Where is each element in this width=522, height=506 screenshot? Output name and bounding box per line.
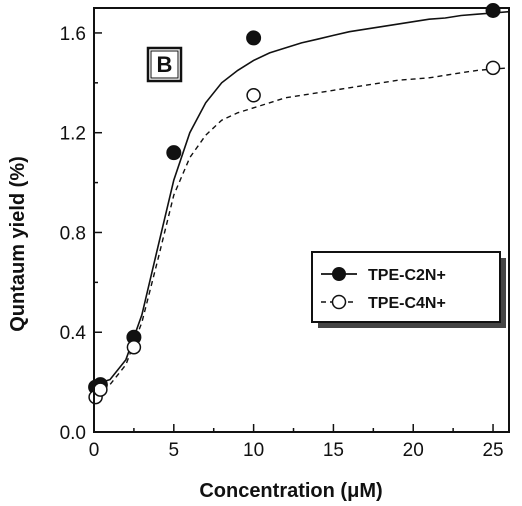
fit-line-tpe-c2n	[93, 10, 510, 386]
fit-lines	[93, 10, 510, 393]
x-tick-labels: 0 5 10 15 20 25	[89, 440, 504, 461]
legend: TPE-C2N+ TPE-C4N+	[311, 251, 506, 328]
data-point-filled	[485, 2, 501, 18]
y-tick-labels: 0.0 0.4 0.8 1.2 1.6	[60, 24, 87, 444]
data-point-open	[93, 382, 108, 397]
legend-item-tpe-c2n: TPE-C2N+	[321, 267, 446, 284]
y-tick-label: 0.0	[60, 423, 86, 444]
data-point-filled	[246, 30, 262, 46]
legend-marker-filled-circle	[332, 267, 346, 281]
y-tick-label: 0.8	[60, 223, 86, 244]
x-tick-label: 25	[482, 440, 503, 461]
x-tick-label: 15	[323, 440, 344, 461]
data-point-open	[485, 60, 501, 76]
x-tick-label: 5	[169, 440, 180, 461]
fit-line-tpe-c4n	[93, 67, 510, 393]
panel-label: B	[146, 46, 183, 83]
y-axis-title: Quntaum yield (%)	[7, 156, 29, 332]
x-tick-label: 10	[243, 440, 264, 461]
y-tick-label: 1.6	[60, 24, 86, 45]
axis-ticks	[93, 32, 494, 433]
x-tick-label: 20	[403, 440, 424, 461]
legend-marker-open-circle	[331, 294, 347, 310]
legend-label-tpe-c4n: TPE-C4N+	[368, 295, 446, 312]
plot-frame	[93, 7, 510, 433]
legend-label-tpe-c2n: TPE-C2N+	[368, 267, 446, 284]
data-point-open	[246, 88, 261, 103]
data-points	[88, 2, 501, 405]
x-tick-label: 0	[89, 440, 100, 461]
data-point-filled	[166, 145, 182, 161]
legend-item-tpe-c4n: TPE-C4N+	[321, 294, 446, 312]
data-point-open	[126, 339, 142, 355]
x-axis-title: Concentration (μM)	[199, 480, 382, 502]
y-tick-label: 0.4	[60, 323, 87, 344]
panel-label-text: B	[157, 52, 173, 77]
y-tick-label: 1.2	[60, 124, 86, 145]
